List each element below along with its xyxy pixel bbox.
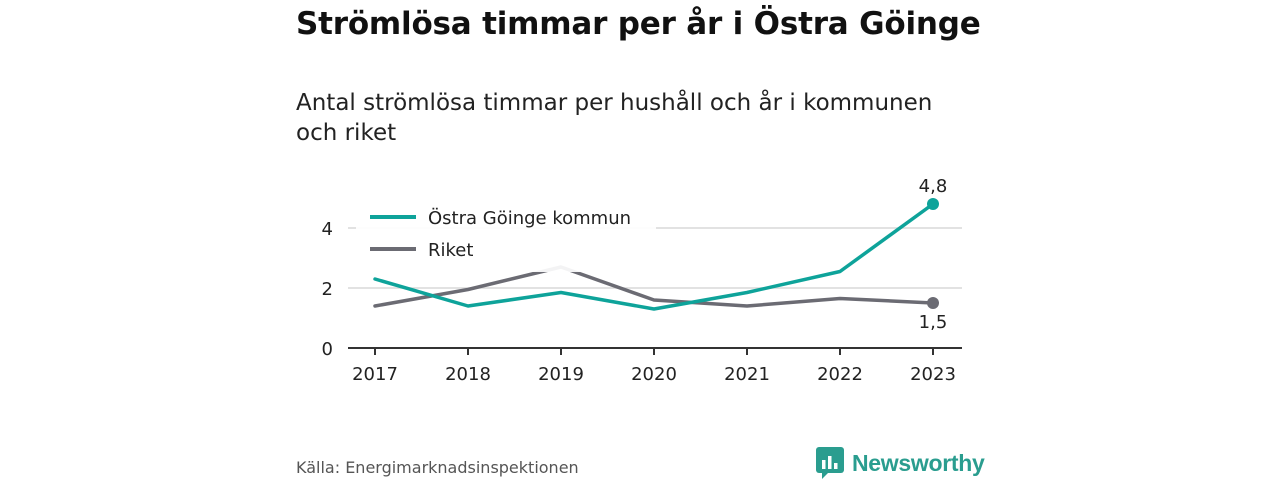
- x-tick-label: 2023: [910, 364, 956, 385]
- newsworthy-logo-icon: [816, 447, 844, 479]
- x-tick-label: 2018: [445, 364, 491, 385]
- line-chart: 0 2 4 2017 2018 2019 2020 2021 2022 2023 Östra G…: [322, 176, 962, 385]
- end-labels: 4,8 1,5: [919, 176, 948, 333]
- x-tick-label: 2022: [817, 364, 863, 385]
- source-note: Källa: Energimarknadsinspektionen: [296, 458, 579, 477]
- chart-title: Strömlösa timmar per år i Östra Göinge: [296, 6, 981, 42]
- series-line-riket: [373, 265, 935, 308]
- legend: Östra Göinge kommun Riket: [356, 200, 656, 272]
- x-tick-label: 2017: [352, 364, 398, 385]
- legend-background: [356, 200, 656, 272]
- y-tick-label: 4: [322, 219, 333, 240]
- series-line-kommun: [373, 202, 935, 311]
- brand-name: Newsworthy: [852, 449, 985, 476]
- brand-logo: Newsworthy: [816, 447, 985, 479]
- end-label-riket: 1,5: [919, 312, 948, 333]
- end-label-kommun: 4,8: [919, 176, 948, 197]
- legend-label: Riket: [428, 240, 473, 261]
- y-tick-label: 0: [322, 339, 333, 360]
- x-tick-label: 2020: [631, 364, 677, 385]
- x-tick-label: 2019: [538, 364, 584, 385]
- x-axis: 2017 2018 2019 2020 2021 2022 2023: [348, 347, 962, 385]
- x-tick-label: 2021: [724, 364, 770, 385]
- end-point-riket: [927, 297, 939, 309]
- series-lines: [373, 198, 939, 311]
- chart-subtitle: Antal strömlösa timmar per hushåll och å…: [296, 90, 933, 146]
- legend-label: Östra Göinge kommun: [428, 207, 631, 229]
- end-point-kommun: [927, 198, 939, 210]
- y-tick-label: 2: [322, 279, 333, 300]
- y-axis-ticks: 0 2 4: [322, 219, 333, 360]
